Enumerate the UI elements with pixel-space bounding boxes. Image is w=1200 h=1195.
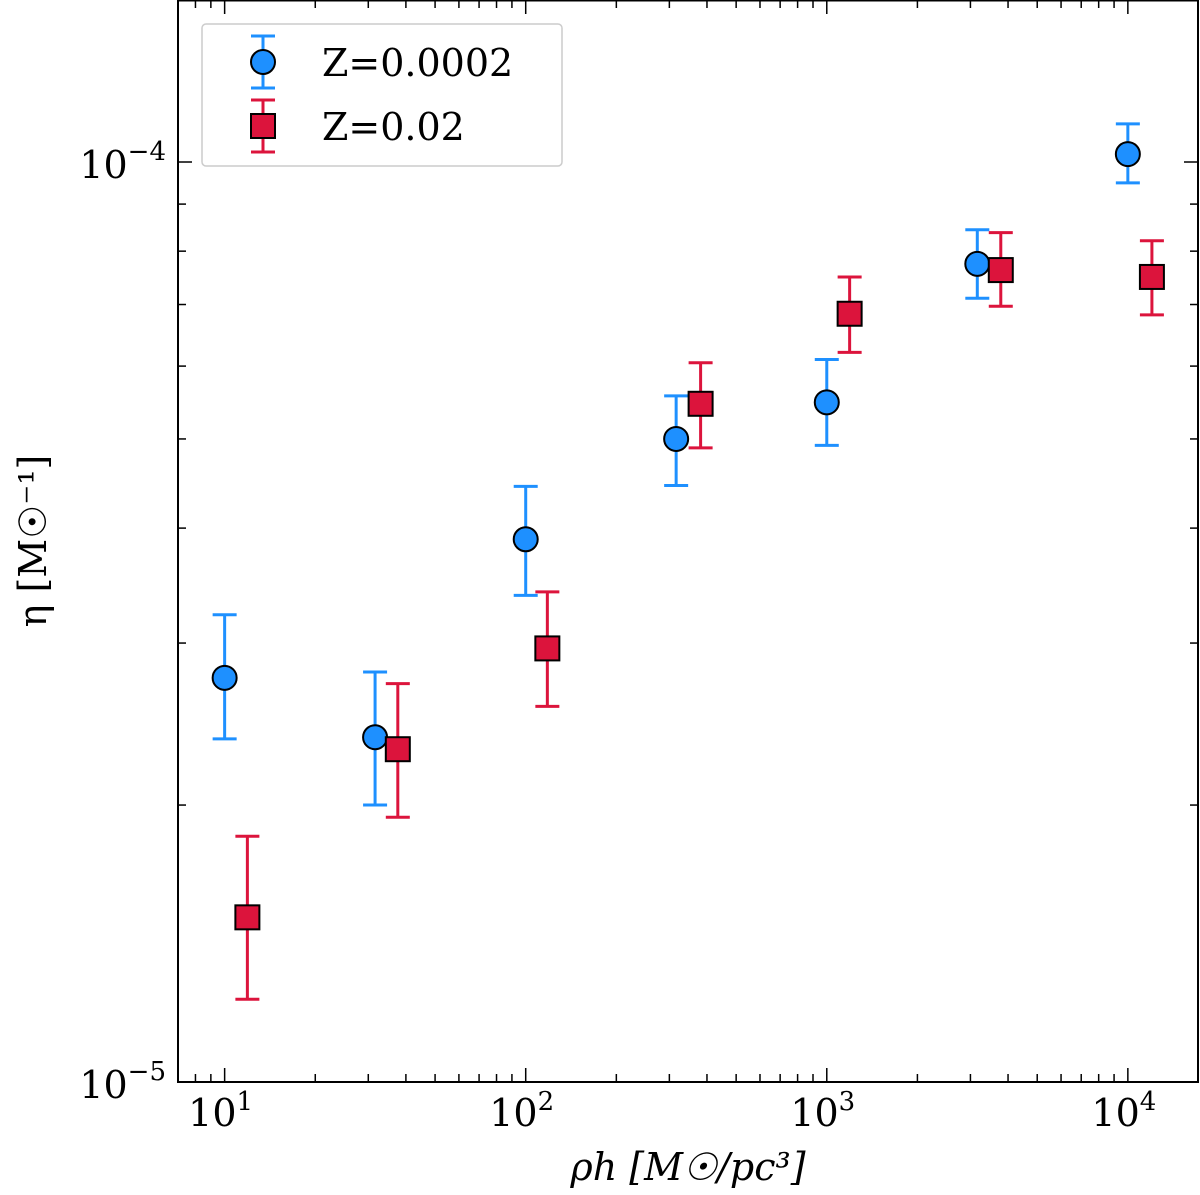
legend-marker <box>250 49 276 75</box>
data-point <box>211 664 238 691</box>
y-tick-labels: 10−5 10−4 <box>79 137 166 1107</box>
x-tick-label: 102 <box>489 1087 554 1135</box>
y-tick-label: 10−4 <box>79 137 166 187</box>
data-point <box>813 389 840 416</box>
x-axis-label: ρh [M☉/pc³] <box>569 1145 805 1189</box>
data-point <box>663 425 690 452</box>
x-tick-label: 101 <box>188 1087 253 1135</box>
legend-box <box>201 23 563 167</box>
x-tick-labels: 101 102 103 104 <box>188 1087 1156 1135</box>
legend-entry: Z=0.0002 <box>250 34 513 90</box>
x-tick-label: 104 <box>1091 1087 1156 1135</box>
series-square <box>234 231 1165 1001</box>
data-point <box>836 300 863 327</box>
legend-entry: Z=0.02 <box>250 98 465 154</box>
data-point <box>1114 141 1141 168</box>
x-tick-label: 103 <box>790 1087 855 1135</box>
legend-label: Z=0.0002 <box>322 41 513 85</box>
data-point <box>987 257 1014 284</box>
data-point <box>534 635 561 662</box>
series-circle <box>211 122 1141 807</box>
data-point <box>384 736 411 763</box>
data-marks <box>211 122 1165 1001</box>
data-point <box>1138 263 1165 290</box>
data-point <box>687 390 714 417</box>
data-point <box>512 526 539 553</box>
legend-marker <box>250 113 276 139</box>
data-point <box>964 250 991 277</box>
data-point <box>234 904 261 931</box>
legend: Z=0.0002 Z=0.02 <box>201 23 563 167</box>
plot-frame <box>177 0 1199 1083</box>
y-tick-label: 10−5 <box>79 1057 166 1107</box>
y-axis-label: η [M☉⁻¹] <box>11 455 55 628</box>
data-point <box>362 724 389 751</box>
legend-label: Z=0.02 <box>322 105 465 149</box>
